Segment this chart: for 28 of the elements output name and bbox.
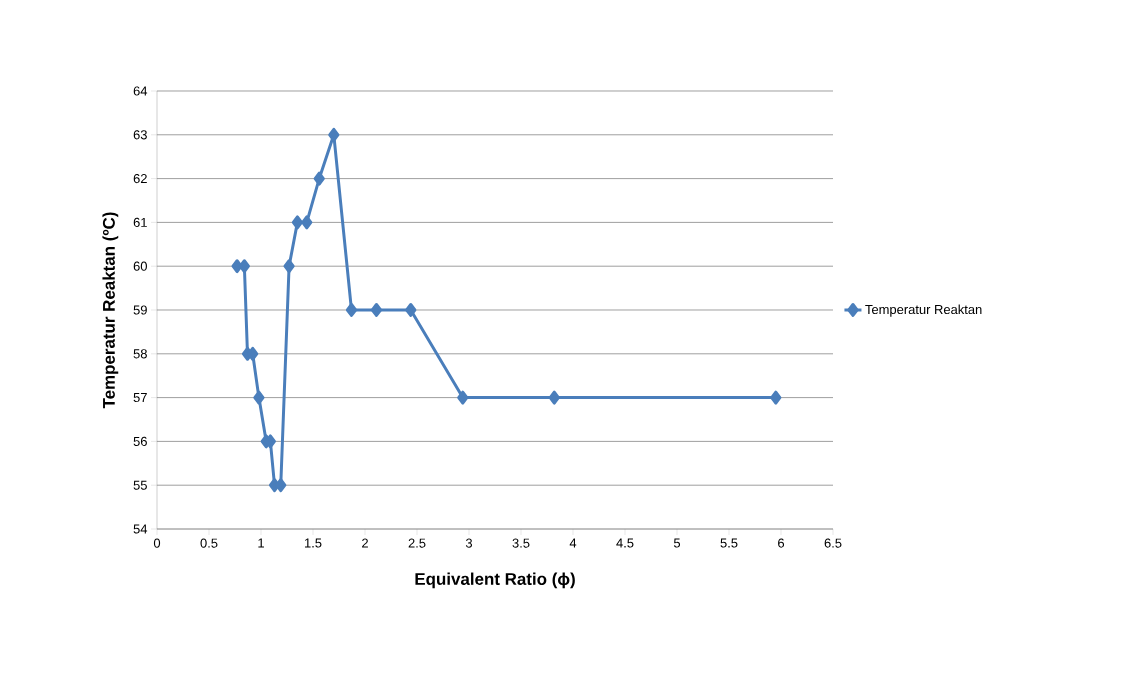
x-tick-label: 2 (362, 538, 368, 548)
x-tick-label: 6 (778, 538, 785, 548)
x-tick-label: 6.5 (824, 538, 842, 548)
x-tick-label: 4 (569, 538, 577, 548)
legend-label: Temperatur Reaktan (865, 304, 982, 317)
y-tick-label: 61 (133, 217, 147, 227)
x-tick-label: 0 (153, 538, 161, 548)
x-tick-label: 1 (258, 538, 264, 548)
y-tick-label: 59 (133, 305, 147, 315)
y-tick-label: 62 (133, 174, 147, 184)
y-tick-label: 57 (133, 393, 147, 403)
y-tick-label: 54 (133, 524, 148, 534)
x-axis-title: Equivalent Ratio (ϕ) (415, 572, 575, 589)
x-tick-label: 2.5 (408, 538, 426, 548)
x-tick-label: 0.5 (200, 538, 218, 548)
y-tick-label: 58 (133, 349, 147, 359)
y-tick-label: 56 (133, 436, 147, 446)
y-axis-title: Temperatur Reaktan (ºC) (102, 212, 119, 409)
x-tick-label: 3 (465, 538, 473, 548)
y-tick-label: 63 (133, 130, 147, 140)
y-tick-label: 55 (133, 480, 147, 490)
x-tick-label: 3.5 (512, 538, 530, 548)
y-tick-label: 64 (133, 86, 148, 96)
x-tick-label: 5 (673, 538, 681, 548)
x-tick-label: 4.5 (616, 538, 634, 548)
x-tick-label: 5.5 (720, 538, 738, 548)
x-tick-label: 1.5 (304, 538, 322, 548)
y-tick-label: 60 (133, 261, 147, 271)
